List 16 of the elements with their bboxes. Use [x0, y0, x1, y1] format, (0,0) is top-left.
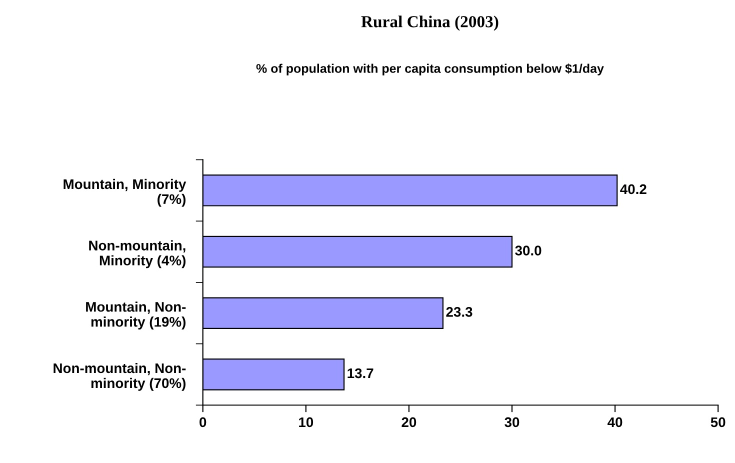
chart-title: Rural China (2003)	[361, 16, 498, 31]
y-tick-label: Mountain, Non- minority (19%)	[86, 302, 186, 330]
data-label: 23.3	[446, 306, 472, 317]
y-tick-label: Non-mountain, Minority (4%)	[89, 240, 186, 268]
y-tick-label: Mountain, Minority (7%)	[64, 178, 186, 207]
y-tick-label: Non-mountain, Non- minority (70%)	[54, 362, 186, 391]
x-tick-label: 20	[402, 417, 416, 428]
x-tick-label: 50	[710, 417, 726, 428]
x-tick-label: 0	[200, 417, 206, 428]
chart-subtitle: % of population with per capita consumption below $1/day	[256, 64, 604, 76]
x-tick-label: 10	[299, 417, 314, 428]
x-tick-label: 40	[608, 417, 622, 428]
data-label: 40.2	[620, 184, 646, 194]
data-label: 13.7	[348, 368, 374, 378]
x-tick-label: 30	[504, 417, 520, 428]
data-label: 30.0	[515, 246, 542, 256]
